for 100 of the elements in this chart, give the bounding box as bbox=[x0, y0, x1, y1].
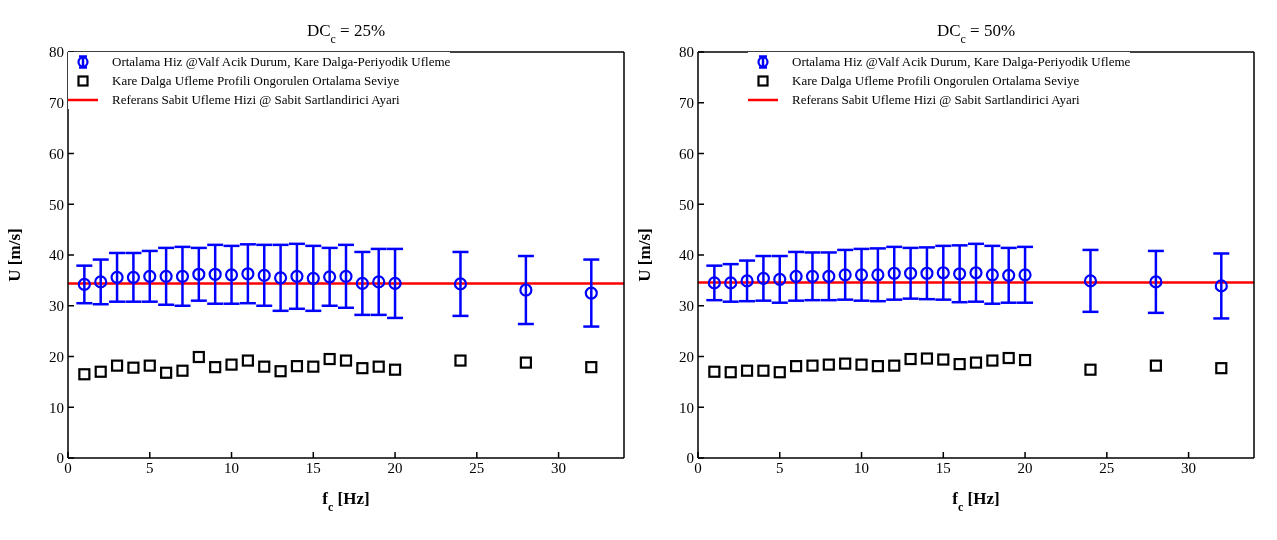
x-tick-label: 5 bbox=[146, 459, 154, 476]
y-tick-label: 70 bbox=[679, 95, 694, 112]
y-tick-label: 70 bbox=[49, 95, 64, 112]
legend-label: Ortalama Hiz @Valf Acik Durum, Kare Dalga-Periyodik Ufleme bbox=[112, 53, 451, 71]
point bbox=[1084, 363, 1097, 376]
point bbox=[969, 266, 983, 280]
x-axis-title: f$_{c}$ [Hz] bbox=[952, 489, 1000, 514]
point bbox=[1018, 268, 1032, 282]
x-tick-label: 30 bbox=[551, 459, 567, 476]
point bbox=[756, 271, 771, 285]
point bbox=[707, 276, 721, 290]
point bbox=[274, 365, 287, 378]
point bbox=[936, 266, 950, 280]
point bbox=[871, 268, 885, 282]
point bbox=[1149, 275, 1163, 289]
point bbox=[110, 359, 124, 372]
point bbox=[290, 269, 304, 283]
chart-title: DC$_{c}$ = 25% bbox=[306, 21, 386, 46]
point bbox=[724, 276, 738, 290]
point bbox=[773, 272, 787, 286]
point bbox=[372, 275, 386, 289]
point bbox=[339, 269, 353, 283]
legend-label: Referans Sabit Ufleme Hizi @ Sabit Sartlandirici Ayari bbox=[112, 91, 400, 109]
point bbox=[258, 360, 271, 373]
point bbox=[822, 269, 836, 283]
point bbox=[77, 277, 91, 292]
y-axis-title: U [m/s] bbox=[5, 228, 24, 282]
point bbox=[257, 268, 271, 282]
x-axis-title: f$_{c}$ [Hz] bbox=[322, 489, 370, 514]
point bbox=[708, 365, 721, 378]
point bbox=[887, 266, 901, 280]
point bbox=[241, 267, 255, 281]
point bbox=[1018, 353, 1032, 367]
legend-label: Kare Dalga Ufleme Profili Ongorulen Ortalama Seviye bbox=[112, 72, 400, 90]
point bbox=[806, 359, 819, 372]
point bbox=[453, 277, 468, 291]
x-tick-label: 20 bbox=[1017, 459, 1033, 476]
y-tick-label: 20 bbox=[49, 348, 64, 365]
point bbox=[192, 267, 206, 281]
point bbox=[1002, 268, 1016, 282]
point bbox=[904, 352, 917, 366]
point bbox=[388, 276, 402, 291]
point bbox=[127, 361, 140, 374]
point bbox=[160, 366, 173, 379]
point bbox=[355, 276, 369, 291]
point bbox=[724, 366, 737, 379]
point bbox=[920, 352, 934, 365]
point bbox=[585, 361, 598, 374]
point bbox=[969, 356, 983, 369]
point bbox=[192, 350, 205, 364]
legend-label: Referans Sabit Ufleme Hizi @ Sabit Sartlandirici Ayari bbox=[792, 91, 1080, 109]
point bbox=[519, 283, 533, 297]
chart-title: DC$_{c}$ = 50% bbox=[936, 21, 1016, 46]
point bbox=[110, 270, 124, 284]
point bbox=[94, 365, 107, 378]
point bbox=[855, 358, 868, 371]
point bbox=[790, 360, 803, 373]
y-tick-label: 30 bbox=[679, 298, 694, 315]
x-tick-label: 25 bbox=[469, 459, 485, 476]
point bbox=[323, 352, 336, 366]
point bbox=[372, 360, 385, 373]
point bbox=[937, 353, 950, 366]
point bbox=[805, 269, 820, 283]
point bbox=[838, 268, 852, 282]
point bbox=[1149, 359, 1162, 372]
point bbox=[1002, 351, 1015, 365]
point bbox=[1083, 274, 1098, 288]
point bbox=[454, 354, 467, 367]
point bbox=[290, 360, 304, 373]
y-tick-label: 10 bbox=[679, 399, 694, 416]
point bbox=[126, 270, 141, 284]
y-tick-label: 80 bbox=[49, 44, 64, 61]
x-tick-label: 30 bbox=[1181, 459, 1197, 476]
point bbox=[339, 354, 353, 367]
point bbox=[953, 267, 967, 281]
y-tick-label: 80 bbox=[679, 44, 694, 61]
point bbox=[159, 269, 173, 283]
point bbox=[175, 269, 190, 283]
point bbox=[903, 266, 918, 280]
point bbox=[94, 275, 108, 289]
point bbox=[241, 354, 254, 367]
point bbox=[584, 286, 598, 300]
point bbox=[143, 269, 157, 283]
y-tick-label: 50 bbox=[679, 196, 694, 213]
point bbox=[323, 270, 337, 284]
point bbox=[356, 362, 369, 375]
y-tick-label: 50 bbox=[49, 196, 64, 213]
point bbox=[985, 268, 999, 282]
y-tick-label: 60 bbox=[679, 145, 694, 162]
point bbox=[920, 266, 934, 280]
legend-label: Kare Dalga Ufleme Profili Ongorulen Ortalama Seviye bbox=[792, 72, 1080, 90]
y-tick-label: 40 bbox=[49, 247, 64, 264]
y-axis-title: U [m/s] bbox=[635, 228, 654, 282]
point bbox=[740, 274, 754, 288]
point bbox=[209, 361, 222, 374]
point bbox=[176, 364, 189, 377]
point bbox=[854, 268, 869, 282]
point bbox=[273, 271, 288, 285]
point bbox=[986, 354, 999, 367]
point bbox=[225, 358, 238, 371]
